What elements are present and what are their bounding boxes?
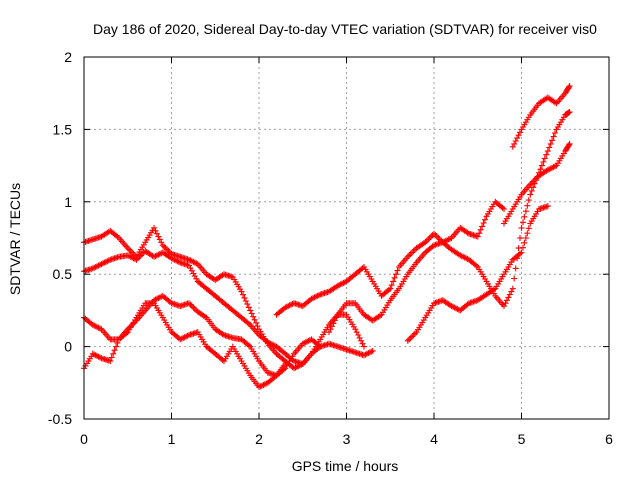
x-axis-label: GPS time / hours (292, 458, 399, 474)
chart-title: Day 186 of 2020, Sidereal Day-to-day VTE… (93, 21, 597, 37)
y-tick-label: 1.5 (53, 121, 73, 137)
x-tick-label: 2 (255, 431, 263, 447)
grid-layer (84, 57, 609, 419)
y-tick-label: -0.5 (48, 411, 72, 427)
series-track-5 (273, 198, 507, 318)
x-tick-label: 0 (80, 431, 88, 447)
x-tick-label: 3 (343, 431, 351, 447)
axis-ticks (83, 56, 610, 420)
series-track-9 (501, 140, 573, 227)
y-axis-label: SDTVAR / TECUs (7, 183, 23, 295)
marker-path (509, 83, 573, 150)
marker-path (404, 203, 551, 344)
y-tick-labels: -0.5 0 0.5 1 1.5 2 (48, 49, 72, 427)
x-tick-label: 5 (518, 431, 526, 447)
x-tick-labels: 0 1 2 3 4 5 6 (80, 431, 613, 447)
y-tick-label: 0 (64, 339, 72, 355)
y-tick-label: 2 (64, 49, 72, 65)
series-track-7 (404, 203, 551, 344)
x-tick-label: 1 (168, 431, 176, 447)
y-tick-label: 1 (64, 194, 72, 210)
x-tick-label: 6 (605, 431, 613, 447)
x-tick-label: 4 (430, 431, 438, 447)
y-tick-label: 0.5 (53, 266, 73, 282)
marker-path (273, 198, 507, 318)
series-track-8 (509, 83, 573, 150)
marker-path (501, 140, 573, 227)
